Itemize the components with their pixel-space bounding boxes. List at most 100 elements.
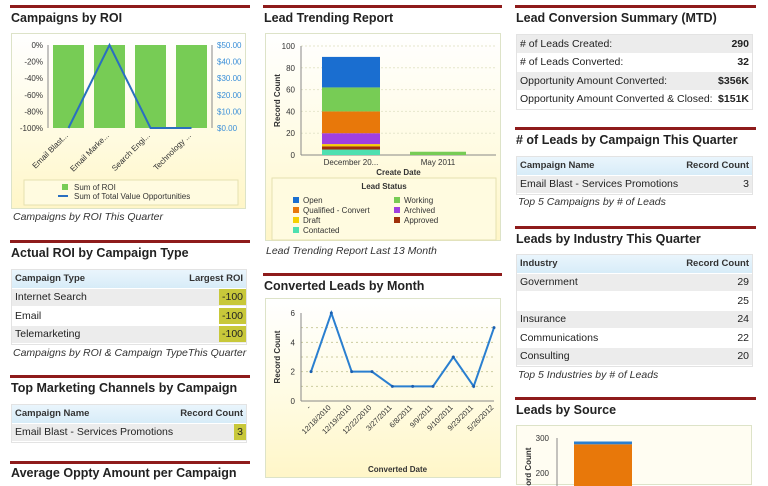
- section-rule: [515, 226, 756, 229]
- legend-box: [271, 177, 497, 241]
- legend-swatch: [394, 207, 400, 213]
- y-axis-title: Record Count: [524, 447, 533, 486]
- table-row[interactable]: Insurance 24: [517, 310, 752, 329]
- section-rule: [10, 240, 250, 243]
- table-row[interactable]: Telemarketing -100: [12, 325, 246, 344]
- y-tick-label: 4: [291, 338, 296, 347]
- cell-value: $356K: [718, 74, 749, 87]
- table-row[interactable]: Email Blast - Services Promotions 3: [517, 175, 752, 194]
- data-point: [390, 384, 394, 388]
- y-tick-label: 6: [291, 309, 296, 318]
- bar-segment-contacted: [322, 149, 380, 155]
- legend-box: [23, 179, 239, 206]
- y-tick-label: -20%: [24, 58, 43, 67]
- legend-title: Lead Status: [361, 182, 407, 191]
- legend-swatch: [62, 184, 68, 190]
- cell-value: 3: [743, 178, 749, 191]
- lead-trending-caption: Lead Trending Report Last 13 Month: [266, 245, 437, 257]
- data-point: [350, 370, 354, 374]
- y-tick-label: 2: [291, 368, 296, 377]
- data-point: [451, 355, 455, 359]
- column-header: Record Count: [180, 408, 243, 420]
- y2-tick-label: $30.00: [217, 74, 242, 83]
- column-header: Campaign Name: [15, 408, 90, 420]
- column-header: Record Count: [686, 160, 749, 172]
- table-row[interactable]: Email Blast - Services Promotions 3: [12, 423, 246, 442]
- column-header: Largest ROI: [189, 273, 243, 285]
- lead-trending-chart[interactable]: 0 20 40 60 80 100 December 20... May 2011 Create…: [265, 33, 501, 241]
- y-tick-label: 80: [286, 64, 295, 73]
- x-tick-label: Search Engi...: [110, 131, 152, 173]
- table-row[interactable]: Communications 22: [517, 329, 752, 348]
- legend-swatch: [293, 197, 299, 203]
- leads-by-source-title: Leads by Source: [516, 403, 617, 417]
- cell-label: # of Leads Created:: [520, 37, 613, 50]
- legend-label: Draft: [303, 216, 321, 225]
- y-tick-label: 40: [286, 107, 295, 116]
- y-tick-label: -100%: [20, 124, 43, 133]
- leads-by-campaign-table: Campaign Name Record Count Email Blast - S…: [516, 156, 753, 195]
- section-rule: [10, 5, 250, 8]
- legend-label: Sum of Total Value Opportunities: [74, 192, 190, 201]
- table-row[interactable]: Opportunity Amount Converted: $356K: [517, 72, 752, 91]
- table-header: Campaign Type Largest ROI: [12, 270, 246, 289]
- cell-value: 25: [737, 294, 749, 307]
- data-point: [370, 370, 374, 374]
- y-axis-title: Record Count: [273, 74, 282, 127]
- bar-roi: [94, 45, 125, 128]
- cell-label: # of Leads Converted:: [520, 56, 624, 69]
- y2-tick-label: $20.00: [217, 91, 242, 100]
- bar-segment-qualified-convert: [322, 111, 380, 134]
- x-tick-label: December 20...: [324, 158, 379, 167]
- campaigns-roi-caption: Campaigns by ROI This Quarter: [13, 211, 163, 223]
- y-tick-label: 0: [291, 151, 296, 160]
- leads-by-campaign-title: # of Leads by Campaign This Quarter: [516, 133, 738, 147]
- table-row[interactable]: Opportunity Amount Converted & Closed: $1…: [517, 90, 752, 109]
- table-row[interactable]: Email -100: [12, 307, 246, 326]
- data-point: [472, 384, 476, 388]
- cell-value: -100: [218, 289, 246, 306]
- bar-segment-archived: [322, 133, 380, 145]
- bar-segment-draft: [322, 144, 380, 147]
- y2-tick-label: $50.00: [217, 41, 242, 50]
- table-row[interactable]: # of Leads Converted: 32: [517, 53, 752, 72]
- column-header: Industry: [520, 258, 558, 270]
- cell-value: -100: [218, 307, 246, 324]
- cell-value: 24: [737, 313, 749, 326]
- bar-segment-working: [410, 151, 466, 155]
- table-row[interactable]: Consulting 20: [517, 347, 752, 366]
- leads-by-source-chart[interactable]: 300 200 Record Count: [516, 425, 752, 486]
- table-row[interactable]: Internet Search -100: [12, 288, 246, 307]
- x-tick-label: Email Blast...: [31, 131, 70, 170]
- cell-value: 3: [234, 424, 246, 441]
- data-point: [309, 370, 313, 374]
- y-tick-label: 0: [291, 397, 296, 406]
- data-point: [492, 326, 496, 330]
- bar-segment-working: [322, 87, 380, 112]
- legend-label: Approved: [404, 216, 438, 225]
- campaigns-roi-title: Campaigns by ROI: [11, 11, 123, 25]
- section-rule: [515, 397, 756, 400]
- bar-roi: [176, 45, 207, 128]
- cell-value: $151K: [718, 93, 749, 106]
- cell-label: Consulting: [520, 350, 570, 363]
- table-header: Industry Record Count: [517, 255, 752, 274]
- x-axis-title: Create Date: [376, 168, 421, 177]
- channels-title: Top Marketing Channels by Campaign: [11, 381, 238, 395]
- leads-by-industry-table: Industry Record Count Government 29 25 Insura…: [516, 254, 753, 367]
- table-row[interactable]: Government 29: [517, 273, 752, 292]
- legend-label: Working: [404, 196, 433, 205]
- converted-leads-chart[interactable]: 0 2 4 6-12/18/2010 12/19/2010 12/22/2010 3/27/…: [265, 298, 501, 478]
- x-tick-label: -: [304, 403, 312, 411]
- section-rule: [515, 5, 756, 8]
- table-row[interactable]: 25: [517, 292, 752, 311]
- x-tick-label: Email Marke...: [68, 131, 111, 174]
- y-tick-label: 60: [286, 86, 295, 95]
- cell-label: Insurance: [520, 313, 567, 326]
- table-header: Campaign Name Record Count: [12, 405, 246, 424]
- y2-tick-label: $40.00: [217, 58, 242, 67]
- campaigns-roi-chart[interactable]: 0% $50.00 -20% $40.00 -40% $30.00 -60% $20.00 -8…: [11, 33, 246, 209]
- table-row[interactable]: # of Leads Created: 290: [517, 35, 752, 54]
- line-total-value: [67, 42, 192, 129]
- bar-roi: [135, 45, 166, 128]
